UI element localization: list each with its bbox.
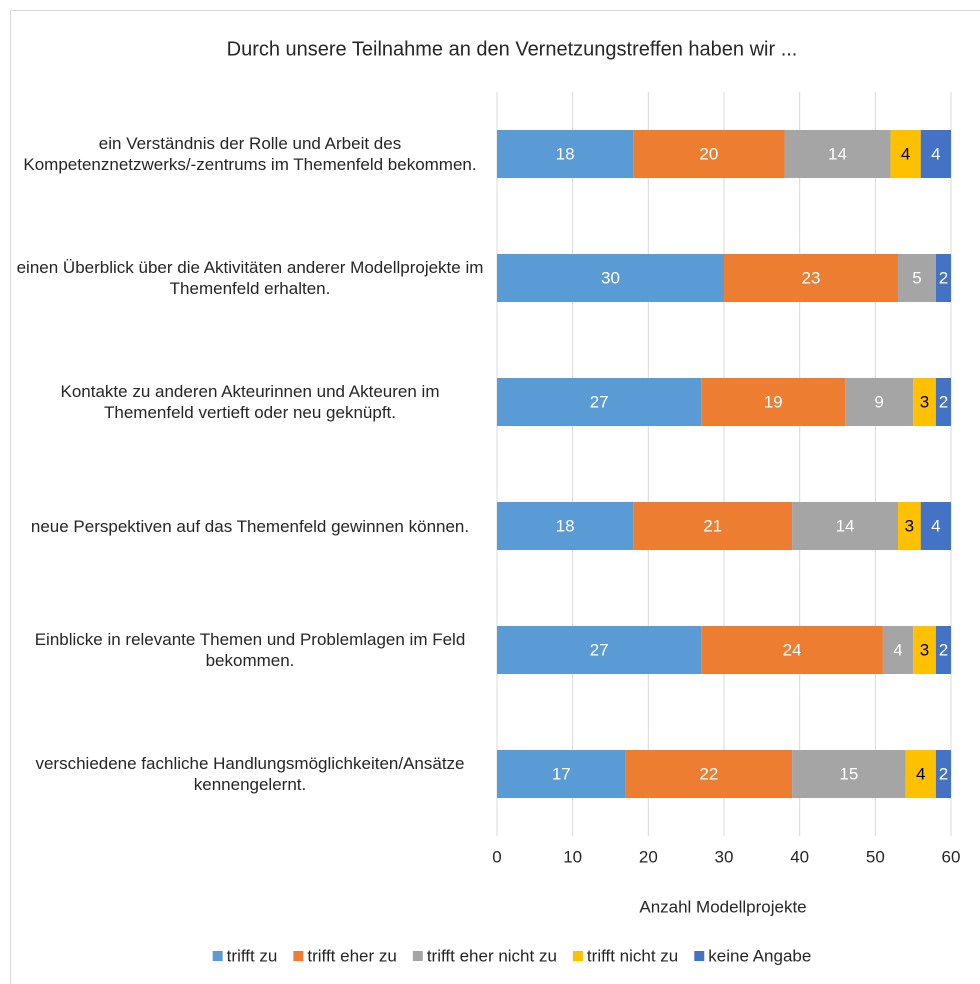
data-label: 14 [828,144,847,163]
category-label-box: einen Überblick über die Aktivitäten and… [16,258,484,298]
bar-segment [845,378,914,426]
data-label: 27 [590,640,609,659]
data-label: 4 [901,144,910,163]
data-label: 4 [893,640,902,659]
data-label: 18 [556,144,575,163]
bar-segment [935,378,951,426]
x-axis-title: Anzahl Modellprojekte [639,897,806,916]
legend-swatch [212,951,223,961]
bar-segment [633,130,785,178]
data-label: 20 [699,144,718,163]
x-tick-label: 20 [639,847,658,866]
legend-label: trifft zu [227,946,278,965]
bar-segment [724,254,899,302]
legend-label: keine Angabe [708,946,811,965]
bar-segment [701,378,846,426]
y-tick-label: Kontakte zu anderen Akteurinnen und Akte… [60,382,440,422]
bar-segment [792,502,899,550]
data-label: 27 [590,392,609,411]
legend-label: trifft eher zu [307,946,396,965]
x-tick-label: 40 [790,847,809,866]
data-label: 24 [783,640,802,659]
data-label: 30 [601,268,620,287]
data-label: 22 [699,764,718,783]
bar-segment [882,626,914,674]
y-tick-label: ein Verständnis der Rolle und Arbeit des… [23,134,477,174]
bar-segment [497,130,634,178]
legend: trifft zu trifft eher zu trifft eher nicht… [212,946,811,965]
x-tick-label: 30 [715,847,734,866]
bar-segment [898,502,921,550]
legend-label: trifft nicht zu [587,946,678,965]
bar-segment [913,378,936,426]
data-label: 19 [764,392,783,411]
bar-segment [784,130,891,178]
y-tick-label: Einblicke in relevante Themen und Proble… [34,630,466,670]
data-label: 3 [905,516,914,535]
data-label: 9 [874,392,883,411]
data-label: 2 [939,640,948,659]
data-label: 21 [703,516,722,535]
data-label: 4 [931,516,940,535]
bar-segment [497,626,702,674]
bar-segment [633,502,793,550]
bar-segment [625,750,793,798]
bar-segment [920,502,951,550]
category-label-box: neue Perspektiven auf das Themenfeld gew… [30,516,470,536]
category-label-box: verschiedene fachliche Handlungsmöglichk… [35,754,465,794]
legend-swatch [694,951,705,961]
category-label-box: ein Verständnis der Rolle und Arbeit des… [23,134,477,174]
data-label: 18 [556,516,575,535]
bar-segment [920,130,951,178]
legend-label: trifft eher nicht zu [427,946,557,965]
bar-segment [913,626,936,674]
y-tick-label: einen Überblick über die Aktivitäten and… [16,258,484,298]
y-tick-label: neue Perspektiven auf das Themenfeld gew… [30,516,470,536]
bar-segment [905,750,936,798]
data-label: 14 [836,516,855,535]
x-tick-label: 10 [563,847,582,866]
data-label: 4 [916,764,925,783]
legend-swatch [293,951,304,961]
chart-title: Durch unsere Teilnahme an den Vernetzung… [227,38,798,60]
data-label: 2 [939,268,948,287]
bar-segment [935,254,951,302]
bar-segment [890,130,921,178]
bar-segment [497,502,634,550]
bar-segment [701,626,883,674]
x-tick-label: 50 [866,847,885,866]
bar-segment [497,750,626,798]
bar-segment [935,750,951,798]
legend-swatch [572,951,583,961]
bar-segment [497,378,702,426]
y-tick-label: verschiedene fachliche Handlungsmöglichk… [35,754,465,794]
data-label: 2 [939,392,948,411]
data-label: 23 [802,268,821,287]
data-label: 3 [920,392,929,411]
x-tick-label: 0 [492,847,501,866]
data-label: 2 [939,764,948,783]
bar-segment [898,254,936,302]
category-label-box: Kontakte zu anderen Akteurinnen und Akte… [60,382,440,422]
bar-segment [497,254,724,302]
bar-segment [935,626,951,674]
category-label-box: Einblicke in relevante Themen und Proble… [34,630,466,670]
data-label: 3 [920,640,929,659]
data-label: 17 [552,764,571,783]
data-label: 4 [931,144,940,163]
data-label: 15 [839,764,858,783]
x-tick-label: 60 [942,847,961,866]
bar-segment [792,750,906,798]
legend-swatch [412,951,423,961]
data-label: 5 [912,268,921,287]
